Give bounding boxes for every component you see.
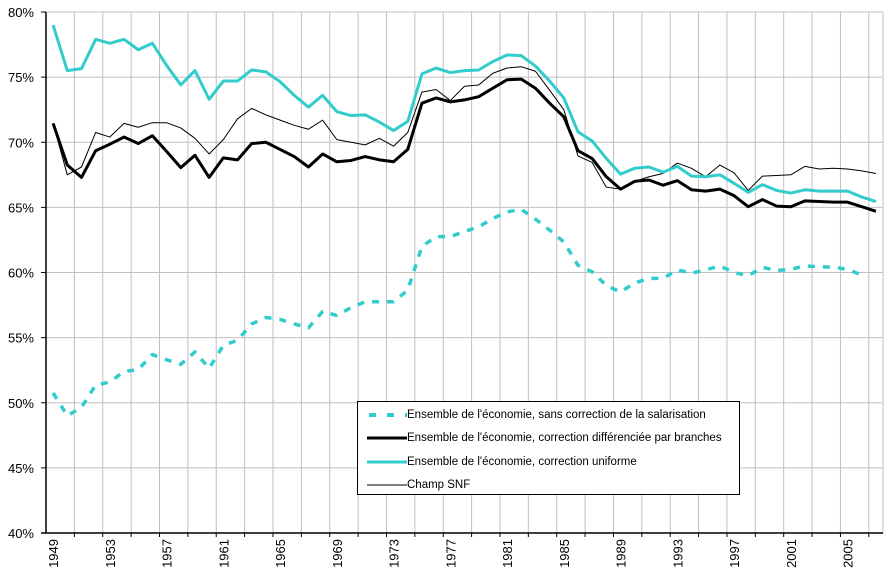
axes — [41, 11, 883, 537]
legend-label: Ensemble de l'économie, sans correction … — [407, 409, 706, 421]
y-tick-label: 60% — [8, 266, 34, 281]
x-tick-label: 1997 — [727, 539, 742, 568]
legend-swatch-thin-black — [367, 484, 407, 486]
legend-label: Ensemble de l'économie, correction diffé… — [407, 432, 722, 444]
y-tick-label: 55% — [8, 331, 34, 346]
legend-item-correction-differenciee: Ensemble de l'économie, correction diffé… — [358, 428, 739, 448]
x-tick-label: 1957 — [160, 539, 175, 568]
y-tick-label: 70% — [8, 135, 34, 150]
legend-swatch-dashed-cyan — [367, 413, 407, 417]
y-tick-label: 80% — [8, 5, 34, 20]
y-tick-label: 75% — [8, 70, 34, 85]
series-lines — [51, 24, 877, 418]
legend-item-champ-snf: Champ SNF — [358, 475, 739, 495]
x-tick-label: 1961 — [216, 539, 231, 568]
x-tick-label: 1969 — [330, 539, 345, 568]
x-tick-label: 1965 — [273, 539, 288, 568]
series-line-0 — [51, 207, 863, 418]
x-tick-label: 2001 — [784, 539, 799, 568]
x-axis-tick-labels: 1949 1953 1957 1961 1965 1969 1973 1977 1981 1985… — [46, 539, 855, 568]
x-tick-label: 1981 — [500, 539, 515, 568]
legend-label: Ensemble de l'économie, correction unifo… — [407, 456, 637, 468]
x-tick-label: 2005 — [841, 539, 856, 568]
x-tick-label: 1953 — [103, 539, 118, 568]
y-axis-tick-labels: 40% 45% 50% 55% 60% 65% 70% 75% 80% — [8, 5, 34, 541]
legend-item-sans-correction: Ensemble de l'économie, sans correction … — [358, 405, 739, 425]
y-tick-label: 40% — [8, 526, 34, 541]
x-tick-label: 1973 — [387, 539, 402, 568]
legend-swatch-solid-cyan — [367, 460, 407, 464]
y-tick-label: 50% — [8, 396, 34, 411]
x-tick-label: 1985 — [557, 539, 572, 568]
series-line-1 — [51, 77, 877, 213]
legend-label: Champ SNF — [407, 479, 471, 491]
series-line-3 — [52, 66, 877, 191]
legend-item-correction-uniforme: Ensemble de l'économie, correction unifo… — [358, 452, 739, 472]
legend: Ensemble de l'économie, sans correction … — [357, 401, 740, 495]
y-tick-label: 45% — [8, 461, 34, 476]
x-tick-label: 1989 — [614, 539, 629, 568]
x-tick-label: 1949 — [46, 539, 61, 568]
y-tick-label: 65% — [8, 200, 34, 215]
legend-swatch-thick-black — [367, 436, 407, 440]
x-tick-label: 1993 — [670, 539, 685, 568]
x-tick-label: 1977 — [443, 539, 458, 568]
series-line-2 — [51, 24, 877, 203]
